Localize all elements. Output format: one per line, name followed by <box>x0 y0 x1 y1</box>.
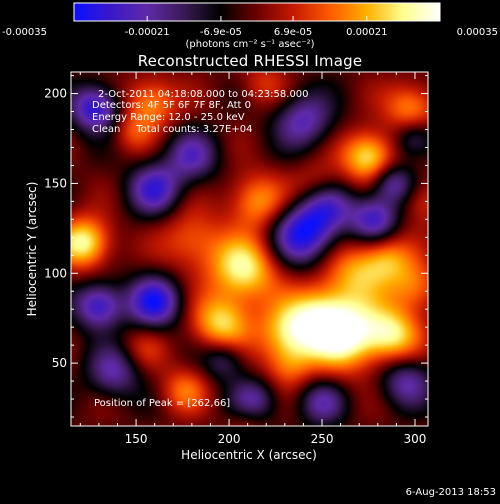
clean-annotation: Clean Total counts: 3.27E+04 <box>92 124 253 135</box>
colorbar-tick-label: 0.00021 <box>346 27 387 38</box>
colorbar-tick-label: -6.9e-05 <box>200 27 242 38</box>
colorbar-tick-label: 0.00035 <box>457 27 498 38</box>
axes: 150 200 250 300 50 100 150 200 <box>44 72 428 446</box>
y-tick-label: 50 <box>52 356 67 370</box>
chart-title: Reconstructed RHESSI Image <box>137 52 363 70</box>
x-tick-label: 200 <box>218 432 241 446</box>
time-range-annotation: 2-Oct-2011 04:18:08.000 to 04:23:58.000 <box>98 89 309 100</box>
colorbar-tick-label: 6.9e-05 <box>274 27 312 38</box>
colorbar-tick-label: -0.00021 <box>125 27 170 38</box>
x-tick-label: 150 <box>125 432 148 446</box>
heatmap-image <box>71 72 428 426</box>
footer-timestamp: 6-Aug-2013 18:53 <box>405 487 496 498</box>
colorbar-unit: (photons cm⁻² s⁻¹ asec⁻²) <box>185 39 315 50</box>
x-tick-label: 300 <box>404 432 427 446</box>
y-tick-label: 150 <box>44 176 67 190</box>
x-axis-label: Heliocentric X (arcsec) <box>181 448 317 462</box>
detectors-annotation: Detectors: 4F 5F 6F 7F 8F, Att 0 <box>92 100 252 111</box>
y-tick-label: 200 <box>44 87 67 101</box>
plot-frame <box>70 71 429 427</box>
peak-annotation: Position of Peak = [262,66] <box>94 398 231 409</box>
colorbar-tick-label: -0.00035 <box>2 27 47 38</box>
y-tick-label: 100 <box>44 266 67 280</box>
colorbar <box>73 2 441 22</box>
y-axis-label: Heliocentric Y (arcsec) <box>25 182 39 317</box>
x-tick-label: 250 <box>311 432 334 446</box>
colorbar-ticks: -0.00035 -0.00021 -6.9e-05 6.9e-05 0.00021 0.… <box>2 16 498 38</box>
energy-annotation: Energy Range: 12.0 - 25.0 keV <box>92 112 245 123</box>
